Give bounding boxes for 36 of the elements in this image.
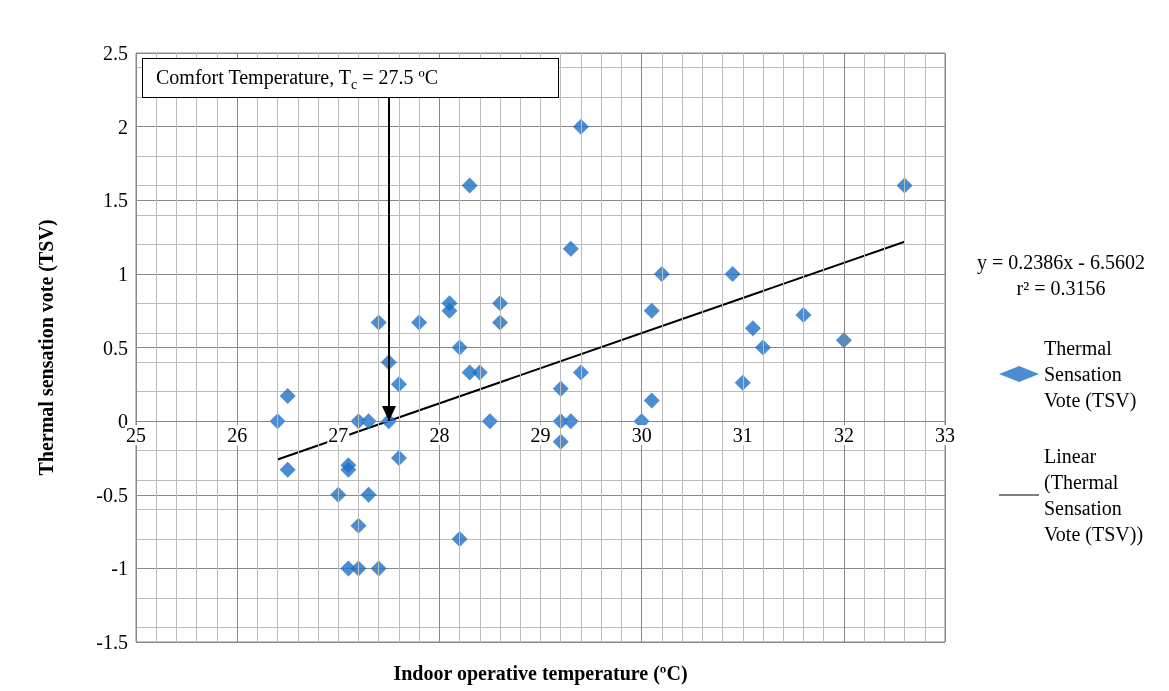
- point: [562, 240, 579, 257]
- y-tick-label: -1: [111, 557, 128, 580]
- text: y = 0.2386x - 6.5602: [977, 251, 1145, 274]
- y-tick-label: 0: [118, 410, 128, 433]
- point: [279, 461, 296, 478]
- x-tick-label: 30: [631, 424, 652, 447]
- point: [724, 265, 741, 282]
- x-tick-label: 25: [126, 424, 146, 447]
- legend-label: Thermal Sensation Vote (TSV): [1044, 337, 1137, 412]
- point: [441, 302, 458, 319]
- y-tick-label: 0.5: [103, 336, 128, 359]
- x-tick-label: 32: [833, 424, 854, 447]
- point: [643, 392, 660, 409]
- legend-label: Linear (Thermal Sensation Vote (TSV)): [1044, 445, 1144, 546]
- point: [279, 388, 296, 405]
- y-tick-label: 2: [118, 115, 128, 138]
- point: [643, 302, 660, 319]
- x-tick-label: 33: [935, 424, 955, 447]
- point: [340, 461, 357, 478]
- text: r² = 0.3156: [1016, 277, 1106, 299]
- annotation: Comfort Temperature, T$_{c}$ = 27.5 ºC: [156, 66, 439, 92]
- x-tick-label: 27: [328, 424, 349, 447]
- y-axis-title: Thermal sensation vote (TSV): [35, 219, 58, 476]
- y-tick-label: 1: [118, 262, 128, 285]
- x-tick-label: 26: [227, 424, 248, 447]
- x-tick-label: 31: [732, 424, 753, 447]
- point: [360, 486, 377, 503]
- y-tick-label: 2.5: [103, 42, 128, 64]
- point: [744, 320, 761, 337]
- x-tick-label: 28: [429, 424, 450, 447]
- point: [461, 177, 478, 194]
- x-axis-title: Indoor operative temperature (ºC): [393, 662, 688, 685]
- y-tick-label: -1.5: [96, 631, 128, 653]
- x-tick-label: 29: [530, 424, 551, 447]
- y-tick-label: 1.5: [103, 189, 128, 212]
- y-tick-label: -0.5: [96, 483, 128, 506]
